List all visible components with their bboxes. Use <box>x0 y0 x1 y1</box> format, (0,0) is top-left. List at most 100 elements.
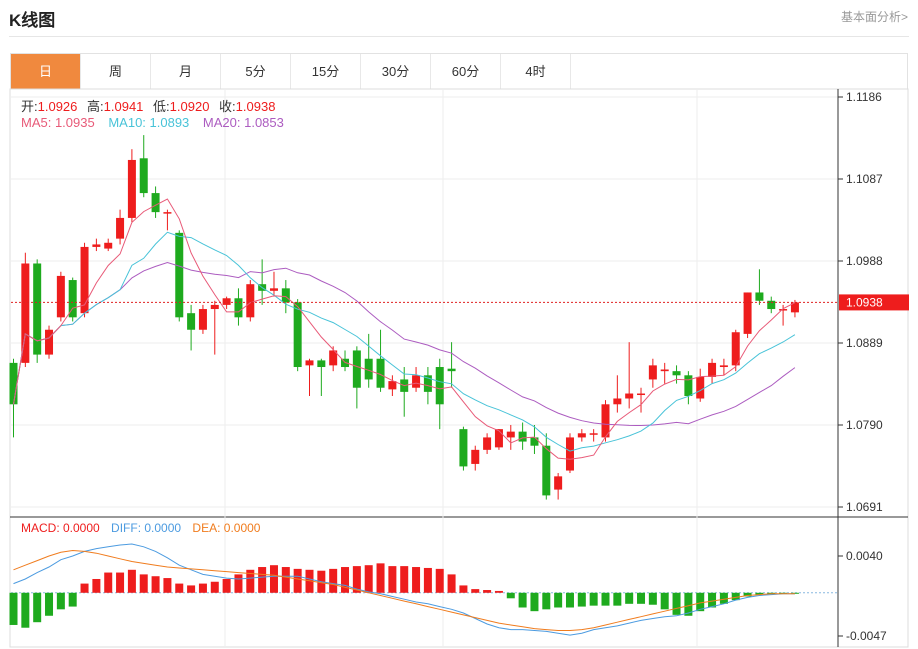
macd-bar <box>210 581 219 593</box>
candle-body <box>494 429 503 448</box>
close-value: 1.0938 <box>235 99 276 114</box>
candle-body <box>104 242 113 249</box>
high-value: 1.0941 <box>103 99 144 114</box>
fundamental-analysis-link[interactable]: 基本面分析> <box>840 10 908 24</box>
candle-body <box>767 300 776 310</box>
macd-bar <box>364 565 373 593</box>
macd-bar <box>518 592 527 608</box>
timeframe-tabs: 日 周 月 5分 15分 30分 60分 4时 <box>10 53 908 89</box>
dea-line <box>13 549 795 631</box>
candle-body <box>743 292 752 334</box>
macd-bar <box>92 578 101 593</box>
tab-week[interactable]: 周 <box>81 54 151 89</box>
macd-histogram <box>9 563 838 628</box>
macd-bar <box>459 585 468 593</box>
ma20-line <box>13 261 796 427</box>
ma5-line <box>13 198 796 460</box>
tab-60min[interactable]: 60分 <box>431 54 501 89</box>
candle-body <box>459 429 468 467</box>
macd-bar <box>483 590 492 593</box>
candle-body <box>625 393 634 399</box>
macd-bar <box>684 592 693 616</box>
macd-bar <box>388 566 397 593</box>
last-price-label: 1.0938 <box>846 295 883 309</box>
macd-bar <box>139 574 148 593</box>
tab-30min[interactable]: 30分 <box>361 54 431 89</box>
macd-bar <box>104 572 113 593</box>
macd-bar <box>198 583 207 593</box>
candle-body <box>80 246 89 314</box>
candle-body <box>222 298 231 305</box>
candle-body <box>719 365 728 368</box>
candle-body <box>471 449 480 464</box>
candle-body <box>269 288 278 291</box>
macd-bar <box>565 592 574 608</box>
candle-body <box>423 375 432 392</box>
low-value: 1.0920 <box>169 99 210 114</box>
tab-5min[interactable]: 5分 <box>221 54 291 89</box>
candle-body <box>329 350 338 366</box>
candle-body <box>175 232 184 318</box>
macd-bar <box>423 567 432 593</box>
macd-bar <box>719 592 728 604</box>
chart-grid <box>9 88 909 648</box>
macd-bar <box>68 592 77 607</box>
macd-legend: MACD: 0.0000 DIFF: 0.0000 DEA: 0.0000 <box>21 521 260 535</box>
macd-bar <box>755 592 764 595</box>
ma5-legend: MA5: 1.0935 <box>21 115 95 130</box>
candle-body <box>151 193 160 213</box>
open-value: 1.0926 <box>37 99 78 114</box>
macd-bar <box>589 592 598 606</box>
macd-bar <box>637 592 646 604</box>
candle-body <box>33 263 42 355</box>
indicator-lines: 1.0938 <box>11 198 909 636</box>
candle-body <box>364 358 373 380</box>
tab-month[interactable]: 月 <box>151 54 221 89</box>
macd-bar <box>412 567 421 593</box>
candle-body <box>9 362 18 405</box>
macd-bar <box>80 583 89 593</box>
macd-bar <box>246 569 255 593</box>
candle-body <box>352 350 361 388</box>
candle-body <box>542 445 551 496</box>
candle-body <box>684 375 693 397</box>
macd-bar <box>258 567 267 593</box>
price-axis: 1.1186 1.1087 1.0988 1.0889 1.0790 1.0691 0.00… <box>837 89 887 647</box>
candle-body <box>281 288 290 303</box>
candle-body <box>708 362 717 377</box>
price-tick-label: 1.0988 <box>846 254 883 268</box>
candle-body <box>530 437 539 446</box>
candle-body <box>435 367 444 405</box>
macd-bar <box>116 572 125 593</box>
candle-body <box>116 217 125 239</box>
tab-day[interactable]: 日 <box>11 54 81 89</box>
ma-legend: MA5: 1.0935 MA10: 1.0893 MA20: 1.0853 <box>21 115 284 130</box>
macd-bar <box>696 592 705 612</box>
candle-body <box>447 368 456 372</box>
price-tick-label: 1.1087 <box>846 172 883 186</box>
price-tick-label: 1.0790 <box>846 418 883 432</box>
candle-body <box>506 431 515 438</box>
candle-body <box>56 275 65 318</box>
ma10-legend: MA10: 1.0893 <box>108 115 190 130</box>
candle-body <box>127 159 136 218</box>
macd-bar <box>672 592 681 615</box>
macd-bar <box>542 592 551 610</box>
macd-tick-label: 0.0040 <box>846 549 883 563</box>
candlestick-series <box>9 135 799 500</box>
candle-body <box>92 244 101 247</box>
candle-body <box>554 476 563 490</box>
diff-legend-value: DIFF: 0.0000 <box>111 521 182 535</box>
macd-bar <box>625 592 634 604</box>
macd-bar <box>33 592 42 623</box>
ma10-line <box>13 231 796 452</box>
candle-body <box>755 292 764 301</box>
macd-bar <box>352 566 361 593</box>
ma20-legend: MA20: 1.0853 <box>202 115 284 130</box>
candle-body <box>210 304 219 310</box>
macd-legend-value: MACD: 0.0000 <box>21 521 100 535</box>
tab-15min[interactable]: 15分 <box>291 54 361 89</box>
tab-4hour[interactable]: 4时 <box>501 54 571 89</box>
macd-bar <box>494 590 503 593</box>
